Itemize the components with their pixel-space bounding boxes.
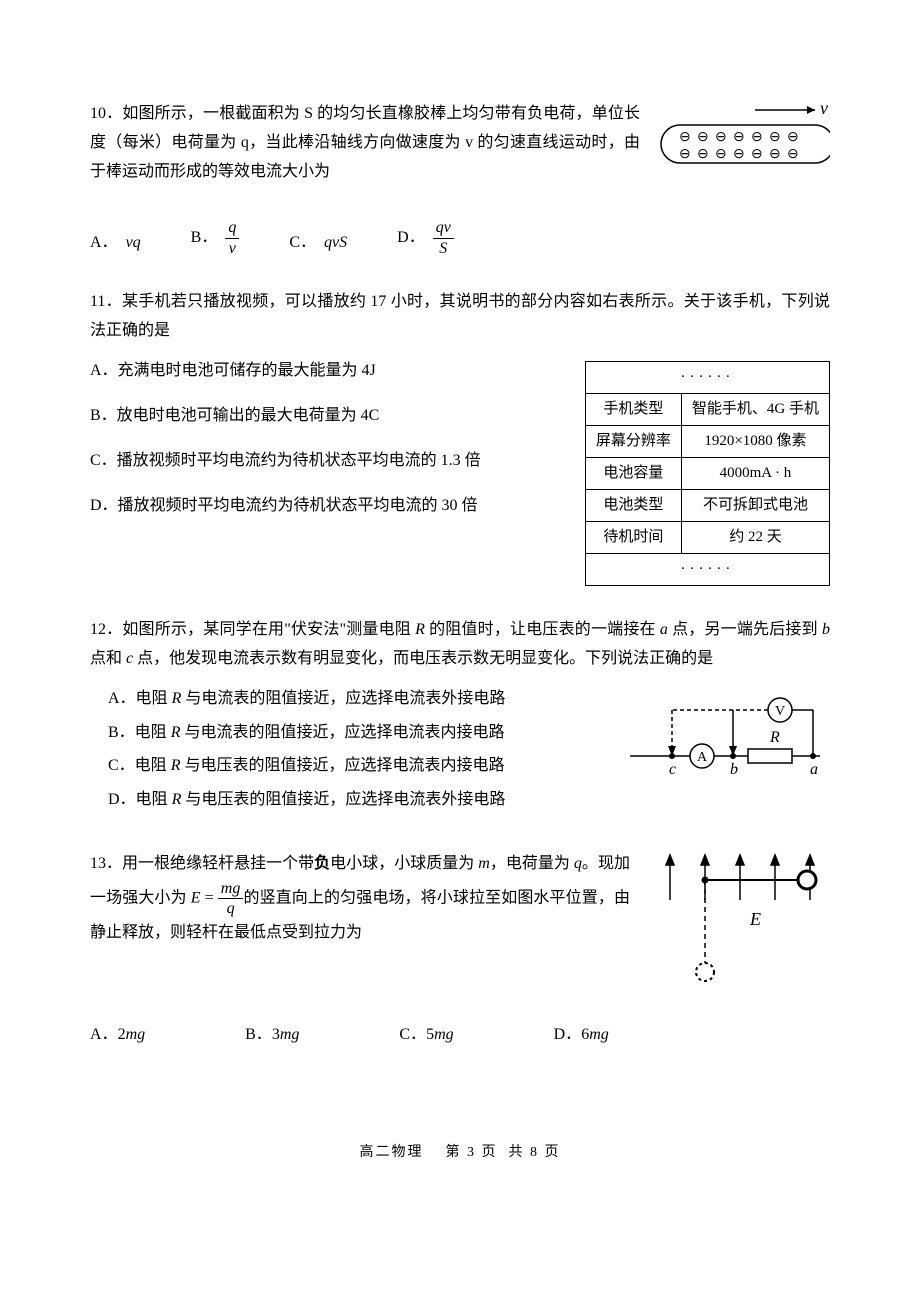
q13-options: A．2mg B．3mg C．5mg D．6mg <box>90 1021 830 1050</box>
q10-opt-b: B． qv <box>191 218 240 257</box>
q10-opt-a: A． vq <box>90 229 141 258</box>
svg-text:⊖: ⊖ <box>751 130 763 145</box>
svg-text:b: b <box>730 761 738 778</box>
svg-text:R: R <box>769 729 780 746</box>
q13-opt-d: D．6mg <box>554 1021 609 1050</box>
q11-stem: 11．某手机若只播放视频，可以播放约 17 小时，其说明书的部分内容如右表所示。… <box>90 288 830 346</box>
q12-figure: A V R c b a <box>620 686 830 797</box>
svg-text:⊖: ⊖ <box>769 147 781 162</box>
svg-text:⊖: ⊖ <box>679 130 691 145</box>
svg-text:a: a <box>810 761 818 778</box>
q13-opt-b: B．3mg <box>245 1021 299 1050</box>
question-13: E 13．用一根绝缘轻杆悬挂一个带负电小球，小球质量为 m，电荷量为 q。现加一… <box>90 850 830 1050</box>
svg-text:⊖: ⊖ <box>679 147 691 162</box>
q10-opt-d: D． qvS <box>397 218 454 257</box>
q13-figure: E <box>650 850 830 1001</box>
svg-text:⊖: ⊖ <box>697 147 709 162</box>
svg-text:⊖: ⊖ <box>751 147 763 162</box>
question-10: v ⊖⊖⊖ ⊖⊖⊖⊖ ⊖⊖⊖ ⊖⊖⊖⊖ 10．如图所示，一根截面积为 S 的均匀… <box>90 100 830 258</box>
question-11: 11．某手机若只播放视频，可以播放约 17 小时，其说明书的部分内容如右表所示。… <box>90 288 830 587</box>
svg-text:⊖: ⊖ <box>787 147 799 162</box>
q10-options: A． vq B． qv C． qvS D． qvS <box>90 218 830 257</box>
q11-table-wrapper: ······ 手机类型智能手机、4G 手机 屏幕分辨率1920×1080 像素 … <box>585 361 830 586</box>
svg-text:E: E <box>749 909 761 929</box>
svg-text:⊖: ⊖ <box>769 130 781 145</box>
question-12: 12．如图所示，某同学在用"伏安法"测量电阻 R 的阻值时，让电压表的一端接在 … <box>90 616 830 820</box>
q13-opt-a: A．2mg <box>90 1021 145 1050</box>
q10-figure: v ⊖ ⊖ ⊖ ⊖ ⊖ ⊖ ⊖ ⊖ ⊖ ⊖ ⊖ ⊖ ⊖ ⊖ <box>660 100 830 181</box>
svg-text:c: c <box>669 761 676 778</box>
q11-table: ······ 手机类型智能手机、4G 手机 屏幕分辨率1920×1080 像素 … <box>585 361 830 586</box>
q13-opt-c: C．5mg <box>399 1021 453 1050</box>
svg-text:A: A <box>697 750 708 765</box>
svg-text:⊖: ⊖ <box>715 130 727 145</box>
q10-opt-c: C． qvS <box>289 229 347 258</box>
q12-stem: 12．如图所示，某同学在用"伏安法"测量电阻 R 的阻值时，让电压表的一端接在 … <box>90 616 830 674</box>
q10-v-label: v <box>820 100 828 118</box>
svg-text:⊖: ⊖ <box>787 130 799 145</box>
svg-text:⊖: ⊖ <box>697 130 709 145</box>
svg-text:⊖: ⊖ <box>733 147 745 162</box>
svg-text:⊖: ⊖ <box>733 130 745 145</box>
svg-text:V: V <box>775 704 785 719</box>
svg-text:⊖: ⊖ <box>715 147 727 162</box>
page-footer: 高二物理 第 3 页 共 8 页 <box>90 1140 830 1165</box>
